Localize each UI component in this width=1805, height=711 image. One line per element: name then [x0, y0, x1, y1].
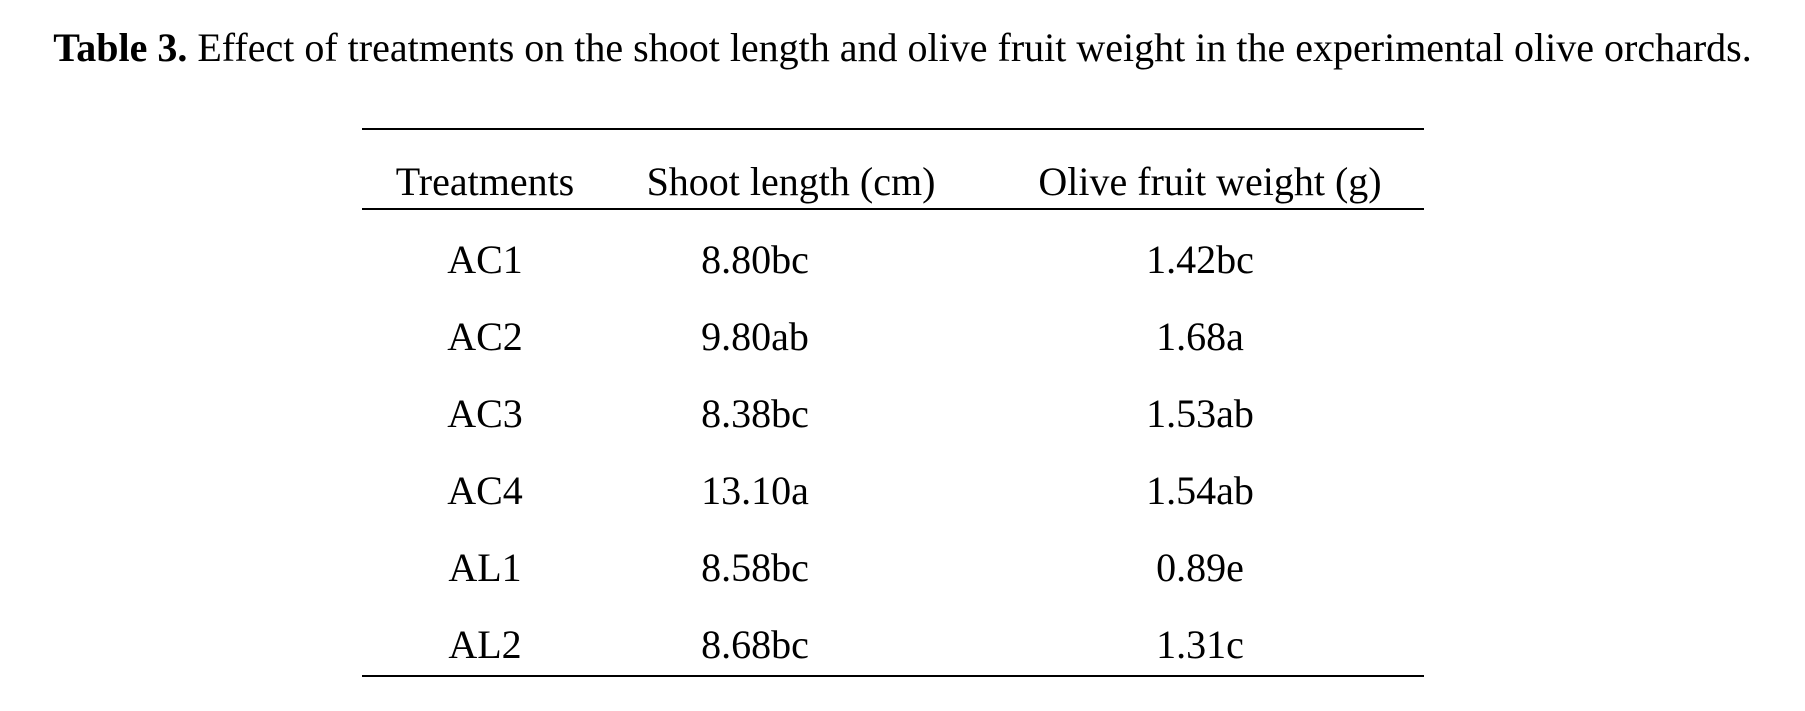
column-header-fruit-weight: Olive fruit weight (g): [1038, 159, 1382, 204]
cell-shoot-length: 9.80ab: [701, 314, 809, 359]
table-top-rule: [362, 128, 1424, 130]
column-header-shoot-length: Shoot length (cm): [646, 159, 936, 204]
cell-shoot-length: 8.80bc: [701, 237, 809, 282]
table-caption: Table 3. Effect of treatments on the sho…: [0, 22, 1805, 74]
cell-shoot-length: 8.38bc: [701, 391, 809, 436]
cell-treatment: AC2: [447, 314, 523, 359]
table-bottom-rule: [362, 675, 1424, 677]
cell-fruit-weight: 1.68a: [1156, 314, 1244, 359]
cell-fruit-weight: 1.42bc: [1146, 237, 1254, 282]
cell-fruit-weight: 0.89e: [1156, 545, 1244, 590]
table-header-rule: [362, 208, 1424, 210]
cell-fruit-weight: 1.54ab: [1146, 468, 1254, 513]
column-header-treatments: Treatments: [395, 159, 575, 204]
cell-shoot-length: 13.10a: [701, 468, 809, 513]
cell-treatment: AL2: [448, 622, 522, 667]
cell-shoot-length: 8.58bc: [701, 545, 809, 590]
cell-treatment: AL1: [448, 545, 522, 590]
table-caption-text: Effect of treatments on the shoot length…: [187, 25, 1752, 70]
cell-treatment: AC4: [447, 468, 523, 513]
cell-treatment: AC1: [447, 237, 523, 282]
cell-fruit-weight: 1.31c: [1156, 622, 1244, 667]
cell-treatment: AC3: [447, 391, 523, 436]
table-caption-label: Table 3.: [53, 25, 188, 70]
cell-shoot-length: 8.68bc: [701, 622, 809, 667]
cell-fruit-weight: 1.53ab: [1146, 391, 1254, 436]
